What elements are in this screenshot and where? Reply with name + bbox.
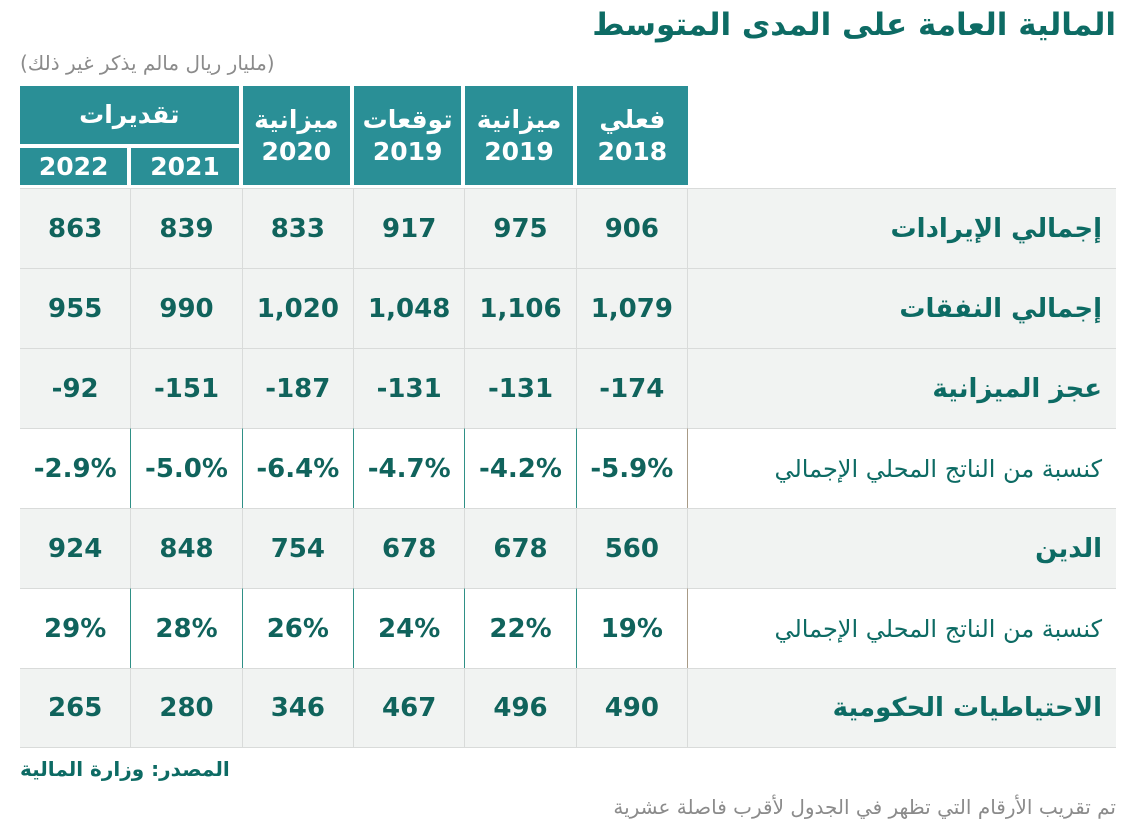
value-cell: 863 [20, 188, 132, 269]
value-cell: -131 [465, 348, 577, 429]
page-title: المالية العامة على المدى المتوسط [592, 7, 1116, 43]
value-cell: -5.0% [131, 428, 243, 509]
value-cell: 19% [576, 588, 688, 669]
value-cell: 265 [20, 668, 132, 749]
header-cell-budget-2020: ميزانية 2020 [242, 86, 354, 189]
value-cell: 26% [242, 588, 354, 669]
value-cell: 1,079 [576, 268, 688, 349]
source-note: المصدر: وزارة المالية [20, 757, 230, 782]
value-cell: 975 [465, 188, 577, 269]
header-year: 2020 [261, 136, 332, 166]
row-label: عجز الميزانية [688, 348, 1116, 429]
value-cell: 848 [131, 508, 243, 589]
value-cell: 990 [131, 268, 243, 349]
value-cell: -6.4% [242, 428, 354, 509]
value-cell: -131 [354, 348, 466, 429]
header-year: 2018 [597, 136, 668, 166]
value-cell: 560 [576, 508, 688, 589]
value-cell: 1,020 [242, 268, 354, 349]
value-cell: -187 [242, 348, 354, 429]
header-label: فعلي [599, 105, 666, 135]
value-cell: 754 [242, 508, 354, 589]
header-year: 2021 [150, 151, 220, 181]
row-label: كنسبة من الناتج المحلي الإجمالي [688, 588, 1116, 669]
header-label: ميزانية [476, 105, 562, 135]
value-cell: 1,048 [354, 268, 466, 349]
value-cell: -92 [20, 348, 132, 429]
header-cell-estimate-2022: 2022 [20, 148, 132, 189]
value-cell: 496 [465, 668, 577, 749]
units-note: (مليار ريال مالم يذكر غير ذلك) [20, 51, 275, 76]
value-cell: 678 [354, 508, 466, 589]
row-label: إجمالي النفقات [688, 268, 1116, 349]
header-blank-cell [688, 86, 1116, 189]
value-cell: 28% [131, 588, 243, 669]
header-cell-budget-2019: ميزانية 2019 [465, 86, 577, 189]
value-cell: 1,106 [465, 268, 577, 349]
value-cell: 906 [576, 188, 688, 269]
row-label: إجمالي الإيرادات [688, 188, 1116, 269]
value-cell: 839 [131, 188, 243, 269]
value-cell: 917 [354, 188, 466, 269]
header-label: ميزانية [254, 105, 339, 135]
value-cell: 955 [20, 268, 132, 349]
value-cell: 346 [242, 668, 354, 749]
value-cell: -174 [576, 348, 688, 429]
value-cell: 280 [131, 668, 243, 749]
value-cell: -4.2% [465, 428, 577, 509]
value-cell: -2.9% [20, 428, 132, 509]
header-label: توقعات [362, 105, 453, 135]
header-cell-estimate-2021: 2021 [131, 148, 243, 189]
rounding-footnote: تم تقريب الأرقام التي تظهر في الجدول لأق… [613, 795, 1116, 820]
value-cell: -5.9% [576, 428, 688, 509]
value-cell: -151 [131, 348, 243, 429]
row-label: كنسبة من الناتج المحلي الإجمالي [688, 428, 1116, 509]
value-cell: 924 [20, 508, 132, 589]
header-label: تقديرات [79, 100, 180, 130]
value-cell: 22% [465, 588, 577, 669]
value-cell: 467 [354, 668, 466, 749]
header-group-estimates: تقديرات [20, 86, 243, 149]
value-cell: -4.7% [354, 428, 466, 509]
value-cell: 490 [576, 668, 688, 749]
value-cell: 29% [20, 588, 132, 669]
header-year: 2022 [38, 151, 109, 181]
value-cell: 24% [354, 588, 466, 669]
value-cell: 678 [465, 508, 577, 589]
header-cell-actual-2018: فعلي 2018 [576, 86, 688, 189]
header-year: 2019 [372, 136, 443, 166]
header-year: 2019 [484, 136, 554, 166]
row-label: الدين [688, 508, 1116, 589]
value-cell: 833 [242, 188, 354, 269]
fiscal-table: فعلي 2018 ميزانية 2019 توقعات 2019 ميزان… [20, 86, 1116, 749]
header-cell-forecast-2019: توقعات 2019 [354, 86, 466, 189]
row-label: الاحتياطيات الحكومية [688, 668, 1116, 749]
